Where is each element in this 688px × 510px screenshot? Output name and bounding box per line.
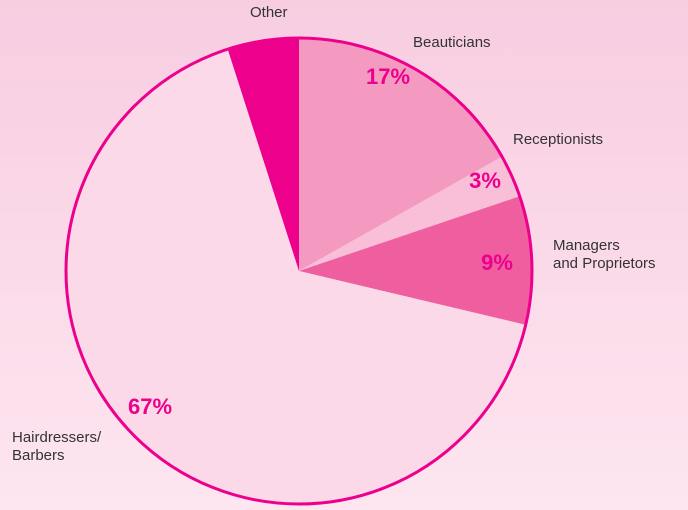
value-label: 3%	[469, 168, 501, 193]
pie-slice	[299, 156, 520, 271]
slice-label: Beauticians	[413, 34, 491, 51]
slice-label: Receptionists	[513, 131, 604, 148]
value-label: 67%	[128, 394, 172, 419]
pie-slice	[65, 49, 526, 505]
pie-outline	[64, 36, 534, 506]
slice-label: Hairdressers/ Barbers	[12, 429, 102, 464]
value-label: 17%	[366, 64, 410, 89]
value-label: 9%	[481, 250, 513, 275]
pie-slice	[299, 196, 532, 325]
slice-label: Managers and Proprietors	[553, 237, 656, 272]
pie-slice	[227, 38, 299, 271]
value-label: 5%	[257, 41, 289, 66]
slice-label: Other	[250, 4, 288, 21]
